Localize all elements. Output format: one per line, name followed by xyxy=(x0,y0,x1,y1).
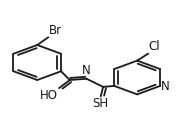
Text: Cl: Cl xyxy=(148,40,160,53)
Text: N: N xyxy=(82,64,91,77)
Text: SH: SH xyxy=(93,97,109,110)
Text: N: N xyxy=(161,80,170,93)
Text: HO: HO xyxy=(40,89,58,102)
Text: Br: Br xyxy=(48,24,62,37)
